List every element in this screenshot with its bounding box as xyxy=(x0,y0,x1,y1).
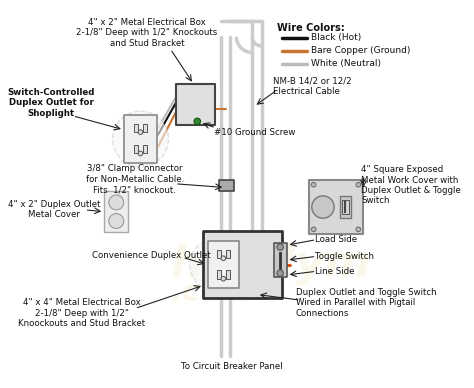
Circle shape xyxy=(112,111,168,167)
Text: Duplex Outlet and Toggle Switch
Wired in Parallel with Pigtail
Connections: Duplex Outlet and Toggle Switch Wired in… xyxy=(296,288,437,318)
Circle shape xyxy=(277,244,283,250)
Bar xyxy=(340,196,351,218)
Circle shape xyxy=(311,182,316,187)
Text: Wire Colors:: Wire Colors: xyxy=(277,23,345,33)
Bar xyxy=(124,115,157,163)
Bar xyxy=(134,124,137,132)
Text: Toggle Switch: Toggle Switch xyxy=(315,252,374,261)
Circle shape xyxy=(356,182,361,187)
Circle shape xyxy=(312,196,334,218)
Bar xyxy=(203,231,283,298)
Text: Line Side: Line Side xyxy=(315,267,354,275)
Circle shape xyxy=(194,118,201,125)
Bar xyxy=(143,145,147,153)
Text: Black (Hot): Black (Hot) xyxy=(311,33,361,42)
Bar xyxy=(273,243,287,277)
Circle shape xyxy=(109,195,124,210)
Text: Convenience Duplex Outlet: Convenience Duplex Outlet xyxy=(92,251,211,260)
Bar xyxy=(217,270,220,279)
Text: #10 Ground Screw: #10 Ground Screw xyxy=(214,128,295,137)
Circle shape xyxy=(221,256,226,261)
Circle shape xyxy=(277,270,283,276)
Circle shape xyxy=(109,213,124,229)
Circle shape xyxy=(221,276,226,281)
Text: Bare Copper (Ground): Bare Copper (Ground) xyxy=(311,46,410,55)
Circle shape xyxy=(138,130,143,135)
Circle shape xyxy=(138,151,143,156)
Bar xyxy=(208,241,239,288)
Bar xyxy=(219,180,234,191)
Text: 4" x 4" Metal Electrical Box
2-1/8" Deep with 1/2"
Knoockouts and Stud Bracket: 4" x 4" Metal Electrical Box 2-1/8" Deep… xyxy=(18,298,146,328)
Text: .com: .com xyxy=(170,278,253,307)
Bar xyxy=(217,250,220,258)
Text: White (Neutral): White (Neutral) xyxy=(311,59,381,68)
Bar xyxy=(143,124,147,132)
Text: 4" Square Exposed
Metal Work Cover with
Duplex Outlet & Toggle
Switch: 4" Square Exposed Metal Work Cover with … xyxy=(361,165,461,205)
Text: 3/8" Clamp Connector
for Non-Metallic Cable.
Fits  1/2" knockout.: 3/8" Clamp Connector for Non-Metallic Ca… xyxy=(86,164,184,194)
Text: To Circuit Breaker Panel: To Circuit Breaker Panel xyxy=(181,362,283,371)
Bar xyxy=(226,250,230,258)
Bar xyxy=(176,84,215,125)
Text: Switch-Controlled
Duplex Outlet for
Shoplight: Switch-Controlled Duplex Outlet for Shop… xyxy=(8,88,95,118)
Text: 4" x 2" Duplex Outlet
Metal Cover: 4" x 2" Duplex Outlet Metal Cover xyxy=(8,199,100,219)
Bar xyxy=(104,191,128,232)
Text: Load Side: Load Side xyxy=(315,235,357,244)
Text: handym: handym xyxy=(170,243,371,286)
Bar xyxy=(342,199,349,215)
Text: 4" x 2" Metal Electrical Box
2-1/8" Deep with 1/2" Knockouts
and Stud Bracket: 4" x 2" Metal Electrical Box 2-1/8" Deep… xyxy=(76,18,218,48)
Text: NM-B 14/2 or 12/2
Electrical Cable: NM-B 14/2 or 12/2 Electrical Cable xyxy=(273,77,351,96)
Bar xyxy=(309,180,363,234)
Bar xyxy=(226,270,230,279)
Bar xyxy=(134,145,137,153)
Circle shape xyxy=(311,227,316,232)
Circle shape xyxy=(190,239,242,291)
Circle shape xyxy=(356,227,361,232)
